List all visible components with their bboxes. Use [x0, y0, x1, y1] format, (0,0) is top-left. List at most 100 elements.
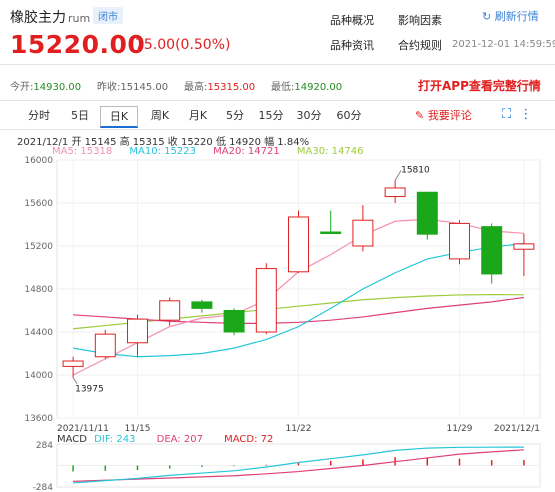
low-value: 14920.00 [294, 82, 343, 93]
candle [352, 205, 374, 252]
candle [62, 356, 84, 378]
tab-15min[interactable]: 15分 [258, 109, 284, 122]
y-tick-label: 13600 [24, 414, 53, 424]
candle-body [127, 318, 148, 344]
link-product-overview[interactable]: 品种概况 [330, 14, 374, 27]
stats-bar: 今开:14930.00 昨收:15145.00 最高:15315.00 最低:1… [10, 82, 343, 93]
dea-line [73, 449, 524, 482]
candle-body [481, 226, 503, 275]
x-tick-label: 2021/12/1 [494, 424, 540, 434]
y-tick-label: 14000 [24, 371, 53, 381]
candle [94, 329, 116, 359]
macd-value: MACD: 72 [224, 434, 274, 445]
instrument-code: rum [68, 12, 91, 25]
x-tick-label: 11/22 [286, 424, 312, 434]
instrument-name: 橡胶主力 rum [10, 10, 91, 26]
candle [481, 223, 503, 284]
open-value: 14930.00 [33, 82, 82, 93]
candle [320, 210, 342, 235]
candle [513, 233, 535, 277]
tab-5day[interactable]: 5日 [71, 109, 89, 122]
ma20-value: MA20: 14721 [213, 146, 280, 157]
macd-tick-label: 284 [36, 441, 53, 451]
open-app-link[interactable]: 打开APP查看完整行情 [418, 79, 541, 93]
y-tick-label: 15200 [24, 242, 53, 252]
candle-body [159, 300, 181, 321]
candle [449, 220, 470, 265]
toolbar-icons: ⛶ ⋮ [502, 107, 532, 122]
candle-body [449, 222, 470, 260]
ma5-value: MA5: 15318 [52, 146, 113, 157]
macd-legend: MACD DIF: 243 DEA: 207 MACD: 72 [57, 434, 291, 445]
y-tick-label: 14800 [24, 285, 53, 295]
ma20-line [73, 296, 524, 324]
candle-body [62, 360, 84, 367]
candle-body [94, 333, 116, 358]
link-influence-factors[interactable]: 影响因素 [398, 14, 442, 27]
candle-body [416, 191, 438, 235]
candle-body [513, 243, 535, 250]
tab-30min[interactable]: 30分 [296, 109, 322, 122]
candle [384, 180, 406, 203]
more-icon[interactable]: ⋮ [519, 107, 533, 122]
x-tick-label: 2021/11/11 [57, 424, 109, 434]
candle [223, 308, 245, 336]
dif-line [73, 446, 524, 484]
candle [288, 210, 309, 273]
candle-info: 2021/12/1 开 15145 高 15315 收 15220 低 1492… [17, 137, 310, 148]
ma10-value: MA10: 15223 [129, 146, 196, 157]
price-change: 75.00(0.50%) [135, 37, 231, 53]
macd-label: MACD [57, 434, 87, 445]
candle-body [223, 310, 245, 333]
tab-weekly-k[interactable]: 周K [150, 109, 170, 122]
candle-body [384, 187, 406, 198]
link-product-news[interactable]: 品种资讯 [330, 39, 374, 52]
candle-body [352, 219, 374, 247]
low-annotation: 13975 [75, 385, 104, 395]
tab-daily-k[interactable]: 日K [100, 106, 138, 128]
candle [191, 299, 213, 313]
edit-icon: ✎ [415, 109, 425, 122]
candle [255, 263, 277, 335]
tab-intraday[interactable]: 分时 [28, 109, 50, 122]
y-tick-label: 15600 [24, 199, 53, 209]
ma30-value: MA30: 14746 [296, 146, 364, 157]
tab-5min[interactable]: 5分 [226, 109, 244, 122]
candle [127, 314, 148, 357]
last-price: 15220.00 [10, 30, 146, 59]
market-status-badge: 闭市 [93, 7, 123, 24]
ma-legend: MA5: 15318 MA10: 15223 MA20: 14721 MA30:… [52, 146, 377, 157]
ma30-line [73, 293, 524, 330]
dea-value: DEA: 207 [156, 434, 203, 445]
ma10-line [73, 242, 524, 358]
prev-close-value: 15145.00 [120, 82, 169, 93]
link-contract-rules[interactable]: 合约规则 [398, 39, 442, 52]
high-value: 15315.00 [207, 82, 256, 93]
macd-tick-label: -284 [33, 483, 54, 492]
fullscreen-icon[interactable]: ⛶ [502, 107, 512, 122]
x-tick-label: 11/29 [447, 424, 473, 434]
tab-monthly-k[interactable]: 月K [188, 109, 208, 122]
y-tick-label: 14400 [24, 328, 53, 338]
annotation-leader [72, 377, 78, 384]
comment-button[interactable]: ✎ 我要评论 [415, 109, 472, 122]
candle-body [320, 231, 342, 235]
refresh-button[interactable]: ↻ 刷新行情 [482, 10, 539, 23]
timestamp: 2021-12-01 14:59:59 [452, 39, 555, 50]
candle-body [191, 301, 213, 309]
candle [159, 297, 181, 326]
candle [416, 191, 438, 240]
dif-value: DIF: 243 [94, 434, 136, 445]
divider [0, 100, 555, 101]
divider [0, 129, 555, 130]
candle-body [288, 216, 309, 273]
x-tick-label: 11/15 [125, 424, 151, 434]
refresh-icon: ↻ [482, 10, 492, 23]
y-tick-label: 16000 [24, 156, 53, 166]
candle-body [255, 268, 277, 333]
annotation-leader [394, 170, 402, 181]
tab-60min[interactable]: 60分 [336, 109, 362, 122]
high-annotation: 15810 [401, 165, 430, 175]
divider [0, 64, 555, 65]
